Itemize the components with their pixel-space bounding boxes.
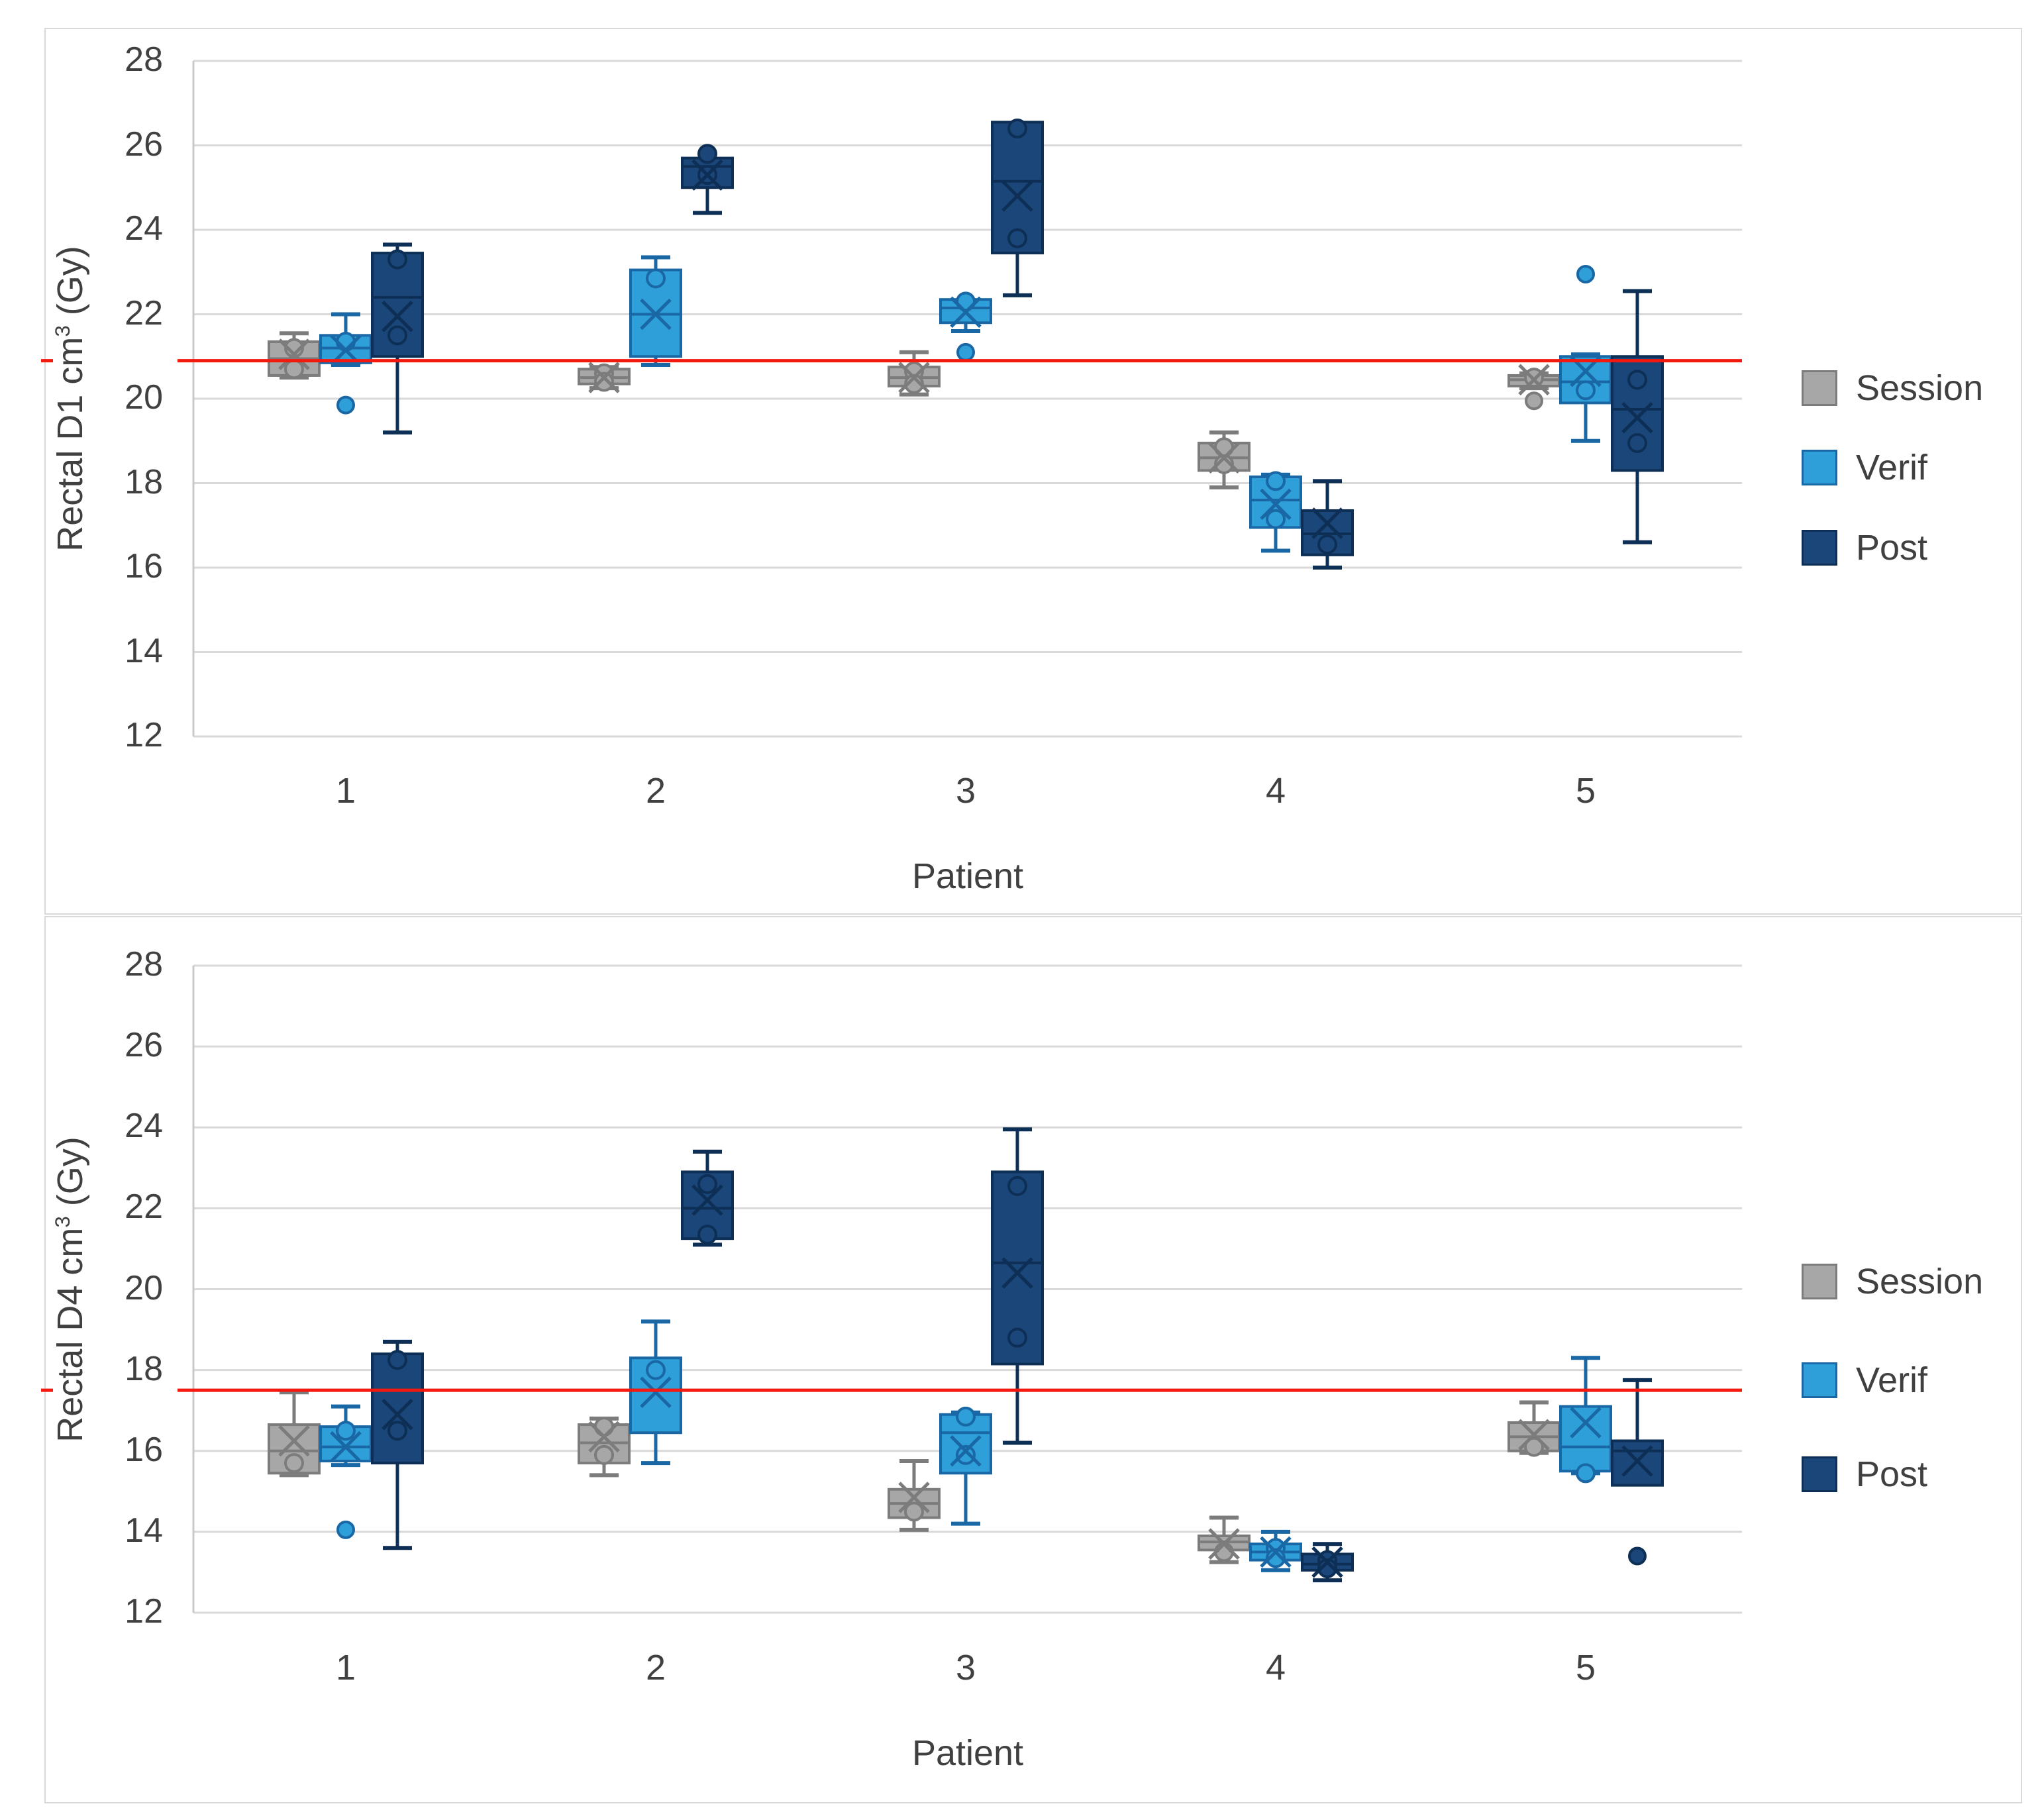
x-tick-label: 5 [1575,771,1596,811]
x-tick-label: 3 [955,1648,976,1688]
y-tick-label: 18 [125,462,163,501]
x-tick-label: 4 [1265,1648,1286,1688]
y-tick-label: 12 [125,716,163,754]
y-tick-label: 16 [125,1430,163,1469]
legend-item-verif-bottom: Verif [1802,1362,1927,1398]
legend-swatch-verif [1802,1362,1837,1398]
x-axis-title-bottom: Patient [911,1733,1024,1773]
legend-label-verif: Verif [1856,448,1928,487]
y-tick-label: 18 [125,1349,163,1388]
y-axis-title-text: Rectal D4 cm [50,1227,90,1442]
y-tick-label: 12 [125,1592,163,1631]
y-tick-label: 22 [125,1187,163,1227]
legend-swatch-session [1802,370,1837,406]
x-tick-label: 4 [1265,771,1286,811]
legend-item-verif-top: Verif [1802,450,1927,485]
y-axis-title-text: Rectal D1 cm [50,336,90,552]
legend-label-session: Session [1856,368,1984,408]
x-tick-label: 3 [955,771,976,811]
legend-swatch-verif [1802,450,1837,485]
x-axis-title-top: Patient [911,856,1024,896]
legend-item-post-top: Post [1802,530,1927,566]
x-tick-label: 2 [645,1648,666,1688]
y-tick-label: 24 [125,1107,163,1146]
y-tick-label: 14 [125,1511,163,1550]
y-tick-label: 16 [125,547,163,585]
legend-item-session-bottom: Session [1802,1264,1983,1299]
legend-label-verif: Verif [1856,1360,1928,1400]
x-tick-label: 1 [335,1648,356,1688]
y-tick-label: 28 [125,40,163,79]
y-tick-label: 20 [125,378,163,417]
legend-item-session-top: Session [1802,370,1983,406]
legend-label-post: Post [1856,528,1928,568]
y-tick-label: 22 [125,293,163,332]
x-tick-label: 2 [645,771,666,811]
legend-swatch-post [1802,1456,1837,1492]
x-tick-label: 5 [1575,1648,1596,1688]
x-tick-label: 1 [335,771,356,811]
legend-label-session: Session [1856,1262,1984,1301]
y-tick-label: 28 [125,945,163,984]
y-tick-label: 24 [125,209,163,248]
legend-swatch-session [1802,1264,1837,1299]
y-tick-label: 14 [125,631,163,670]
y-tick-label: 20 [125,1268,163,1307]
y-tick-label: 26 [125,1026,163,1065]
legend-item-post-bottom: Post [1802,1456,1927,1492]
legend-label-post: Post [1856,1454,1928,1494]
legend-swatch-post [1802,530,1837,566]
y-tick-label: 26 [125,125,163,164]
